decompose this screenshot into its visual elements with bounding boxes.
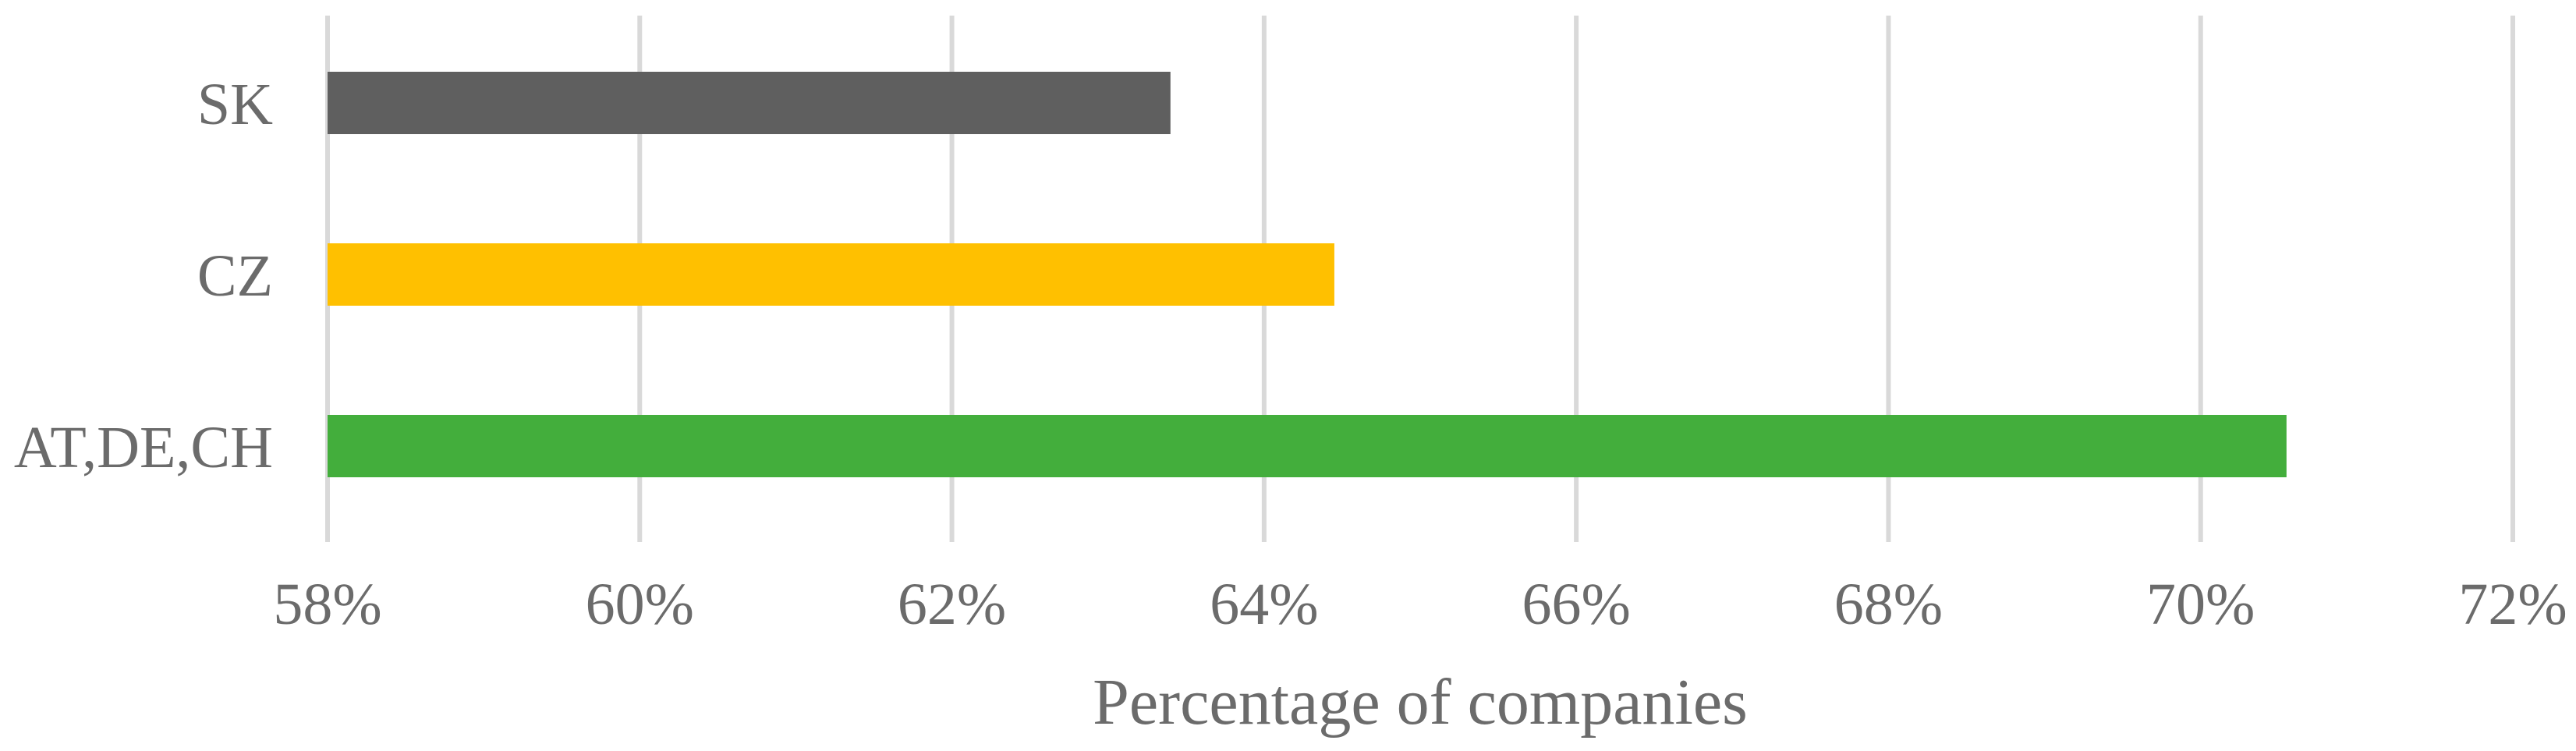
category-label: SK bbox=[197, 72, 273, 137]
bar-cz bbox=[328, 243, 1334, 306]
bars bbox=[328, 72, 2287, 477]
x-tick-label: 58% bbox=[273, 572, 381, 637]
x-tick-label: 64% bbox=[1210, 572, 1318, 637]
category-label: AT,DE,CH bbox=[14, 415, 273, 480]
x-tick-label: 72% bbox=[2458, 572, 2567, 637]
x-tick-label: 66% bbox=[1522, 572, 1630, 637]
x-tick-label: 60% bbox=[586, 572, 694, 637]
bar-sk bbox=[328, 72, 1171, 134]
x-tick-labels: 58% 60% 62% 64% 66% 68% 70% 72% bbox=[273, 572, 2567, 637]
bar-at-de-ch bbox=[328, 415, 2287, 477]
x-tick-label: 62% bbox=[898, 572, 1006, 637]
x-axis-title: Percentage of companies bbox=[1093, 666, 1748, 739]
x-tick-label: 70% bbox=[2146, 572, 2255, 637]
category-label: CZ bbox=[197, 243, 273, 309]
x-tick-label: 68% bbox=[1834, 572, 1943, 637]
category-labels: SK CZ AT,DE,CH bbox=[14, 72, 273, 480]
